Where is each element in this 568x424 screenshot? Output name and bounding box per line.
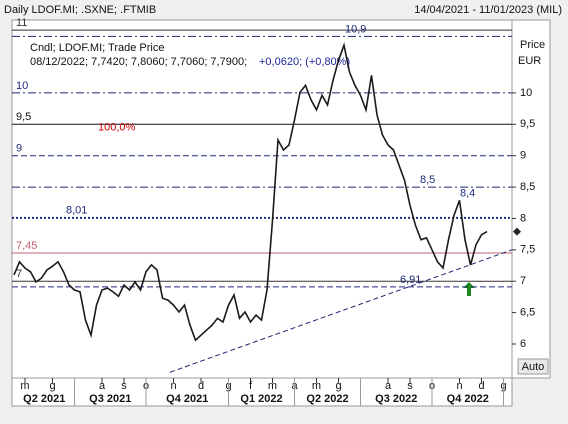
x-tick-label: f [249, 380, 253, 392]
quarter-label: Q3 2022 [375, 393, 417, 405]
x-tick-label: a [385, 380, 392, 392]
level-label: 7,45 [16, 240, 37, 252]
x-tick-label: g [335, 380, 341, 392]
x-tick-label: g [49, 380, 55, 392]
quarter-label: Q3 2021 [89, 393, 131, 405]
annotation: 100,0% [98, 121, 136, 133]
x-tick-label: a [99, 380, 106, 392]
legend-ohlc: 08/12/2022; 7,7420; 7,8060; 7,7060; 7,79… [30, 56, 247, 68]
y-tick-label: 7,5 [520, 244, 535, 256]
level-label: 9,5 [16, 111, 31, 123]
auto-button-label[interactable]: Auto [522, 361, 545, 373]
y-tick-label: 7 [520, 275, 526, 287]
level-label: 7 [16, 268, 22, 280]
x-tick-label: s [407, 380, 413, 392]
quarter-label: Q2 2021 [23, 393, 65, 405]
y-tick-label: 9 [520, 150, 526, 162]
y-tick-label: 9,5 [520, 118, 535, 130]
auto-button[interactable] [517, 358, 549, 375]
price-line [13, 42, 488, 342]
level-label: 9 [16, 143, 22, 155]
legend-change: +0,0620; (+0,80%) [259, 56, 350, 68]
x-tick-label: m [312, 380, 321, 392]
y-axis-panel [511, 19, 551, 379]
annotation: 8,4 [460, 187, 475, 199]
level-label: 10 [16, 80, 28, 92]
chart-title: Daily LDOF.MI; .SXNE; .FTMIB [4, 4, 156, 16]
trendline [169, 249, 513, 373]
level-label: 6,91 [400, 274, 421, 286]
x-tick-label: m [20, 380, 29, 392]
level-label: 10,9 [345, 23, 366, 35]
level-label: 8,5 [420, 174, 435, 186]
x-tick-label: d [478, 380, 484, 392]
x-tick-label: n [170, 380, 176, 392]
x-tick-label: d [198, 380, 204, 392]
x-tick-label: m [268, 380, 277, 392]
legend-title: Cndl; LDOF.MI; Trade Price [30, 42, 165, 54]
y-tick-label: 6,5 [520, 307, 535, 319]
y-tick-label: 8 [520, 212, 526, 224]
y-axis-label: Price [520, 39, 545, 51]
y-axis-unit: EUR [518, 55, 541, 67]
signal-arrow [463, 282, 475, 296]
quarter-label: Q4 2021 [166, 393, 208, 405]
last-price-marker [513, 227, 521, 236]
x-axis-panel [11, 377, 513, 407]
y-tick-label: 10 [520, 87, 532, 99]
x-tick-label: s [121, 380, 127, 392]
y-tick-label: 6 [520, 338, 526, 350]
level-label: 11 [16, 17, 27, 29]
date-range: 14/04/2021 - 11/01/2023 (MIL) [414, 4, 562, 16]
y-tick-label: 8,5 [520, 181, 535, 193]
quarter-label: Q2 2022 [306, 393, 348, 405]
x-tick-label: n [456, 380, 462, 392]
level-label: 8,01 [66, 205, 87, 217]
quarter-label: Q4 2022 [447, 393, 489, 405]
quarter-label: Q1 2022 [240, 393, 282, 405]
